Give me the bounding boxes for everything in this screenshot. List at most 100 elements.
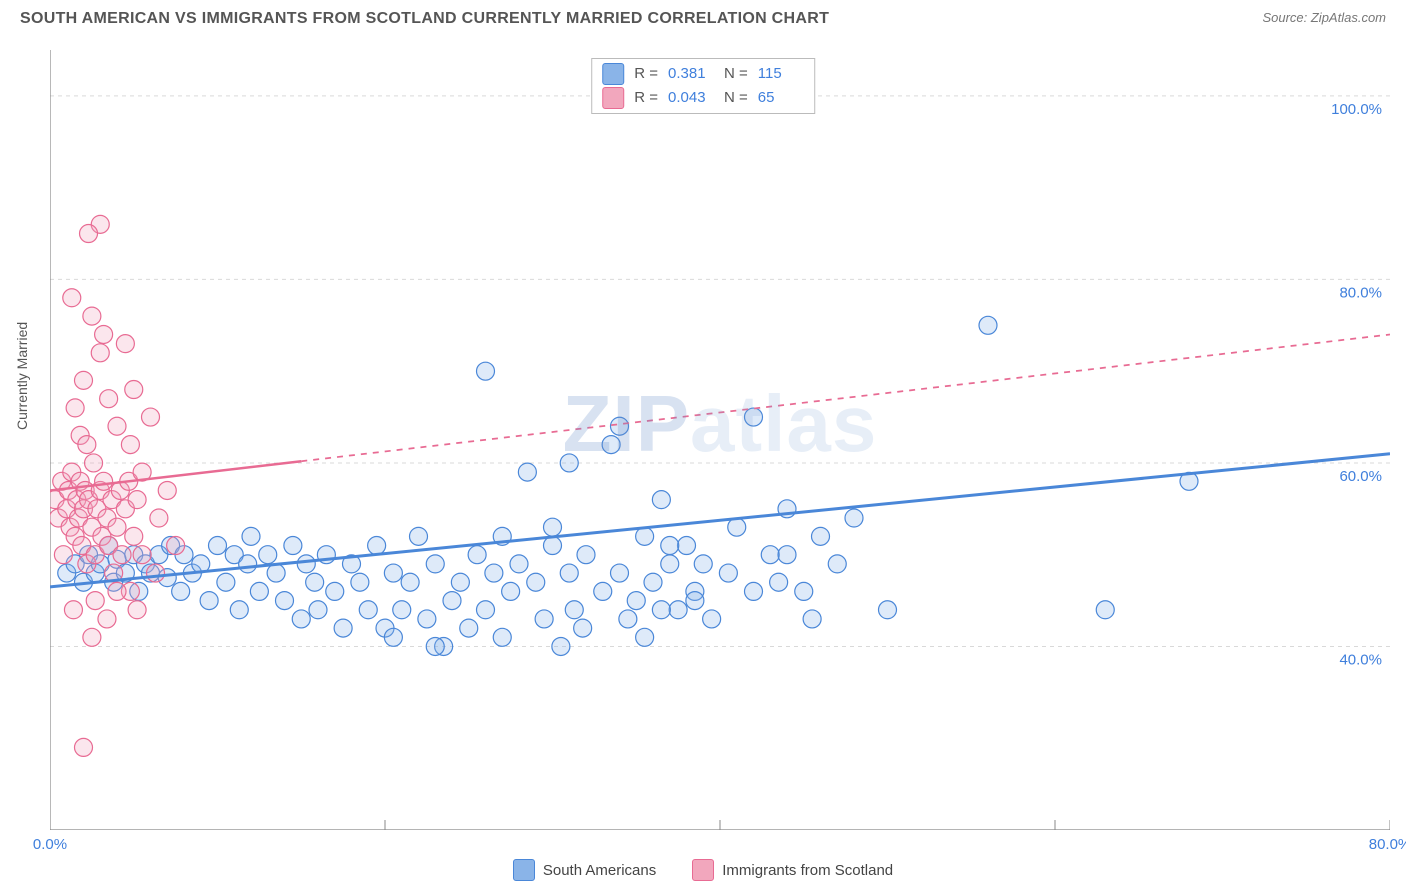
data-point [552, 637, 570, 655]
data-point [150, 509, 168, 527]
data-point [78, 436, 96, 454]
data-point [535, 610, 553, 628]
data-point [128, 491, 146, 509]
bottom-legend: South Americans Immigrants from Scotland [0, 859, 1406, 886]
stats-legend-row: R =0.043N =65 [602, 86, 804, 110]
chart-title: SOUTH AMERICAN VS IMMIGRANTS FROM SCOTLA… [20, 10, 1386, 28]
data-point [745, 582, 763, 600]
data-point [761, 546, 779, 564]
data-point [468, 546, 486, 564]
data-point [334, 619, 352, 637]
data-point [75, 371, 93, 389]
data-point [493, 628, 511, 646]
data-point [125, 527, 143, 545]
stats-legend: R =0.381N =115R =0.043N =65 [591, 58, 815, 114]
data-point [80, 225, 98, 243]
data-point [410, 527, 428, 545]
data-point [574, 619, 592, 637]
data-point [239, 555, 257, 573]
svg-text:40.0%: 40.0% [1339, 651, 1382, 668]
data-point [845, 509, 863, 527]
data-point [560, 454, 578, 472]
data-point [267, 564, 285, 582]
data-point [401, 573, 419, 591]
data-point [602, 436, 620, 454]
source-label: Source: ZipAtlas.com [1262, 10, 1386, 25]
data-point [86, 592, 104, 610]
data-point [795, 582, 813, 600]
data-point [158, 481, 176, 499]
data-point [250, 582, 268, 600]
legend-swatch [602, 63, 624, 85]
data-point [384, 564, 402, 582]
data-point [460, 619, 478, 637]
data-point [619, 610, 637, 628]
data-point [116, 335, 134, 353]
data-point [594, 582, 612, 600]
stats-legend-row: R =0.381N =115 [602, 62, 804, 86]
data-point [527, 573, 545, 591]
data-point [64, 601, 82, 619]
data-point [83, 307, 101, 325]
data-point [652, 601, 670, 619]
legend-label: South Americans [543, 862, 656, 879]
data-point [565, 601, 583, 619]
data-point [627, 592, 645, 610]
data-point [306, 573, 324, 591]
data-point [770, 573, 788, 591]
data-point [384, 628, 402, 646]
bottom-legend-item: South Americans [513, 859, 656, 881]
x-tick-label: 80.0% [1369, 836, 1406, 853]
data-point [125, 381, 143, 399]
data-point [259, 546, 277, 564]
data-point [167, 537, 185, 555]
data-point [1096, 601, 1114, 619]
data-point [230, 601, 248, 619]
data-point [54, 546, 72, 564]
data-point [217, 573, 235, 591]
data-point [879, 601, 897, 619]
data-point [778, 546, 796, 564]
data-point [292, 610, 310, 628]
data-point [719, 564, 737, 582]
data-point [368, 537, 386, 555]
data-point [544, 537, 562, 555]
data-point [812, 527, 830, 545]
data-point [803, 610, 821, 628]
data-point [443, 592, 461, 610]
data-point [661, 537, 679, 555]
data-point [477, 601, 495, 619]
data-point [426, 637, 444, 655]
data-point [95, 325, 113, 343]
data-point [95, 472, 113, 490]
data-point [172, 582, 190, 600]
data-point [242, 527, 260, 545]
data-point [577, 546, 595, 564]
data-point [703, 610, 721, 628]
data-point [518, 463, 536, 481]
legend-label: Immigrants from Scotland [722, 862, 893, 879]
data-point [200, 592, 218, 610]
svg-text:80.0%: 80.0% [1339, 284, 1382, 301]
data-point [297, 555, 315, 573]
bottom-legend-item: Immigrants from Scotland [692, 859, 893, 881]
data-point [309, 601, 327, 619]
data-point [678, 537, 696, 555]
data-point [979, 316, 997, 334]
data-point [611, 417, 629, 435]
data-point [209, 537, 227, 555]
data-point [636, 628, 654, 646]
data-point [91, 344, 109, 362]
legend-swatch [692, 859, 714, 881]
data-point [276, 592, 294, 610]
x-tick-label: 0.0% [33, 836, 67, 853]
data-point [83, 628, 101, 646]
chart-area: 40.0%60.0%80.0%100.0% ZIPatlas [50, 50, 1390, 830]
data-point [510, 555, 528, 573]
data-point [502, 582, 520, 600]
data-point [147, 564, 165, 582]
data-point [98, 610, 116, 628]
data-point [128, 601, 146, 619]
data-point [418, 610, 436, 628]
data-point [652, 491, 670, 509]
